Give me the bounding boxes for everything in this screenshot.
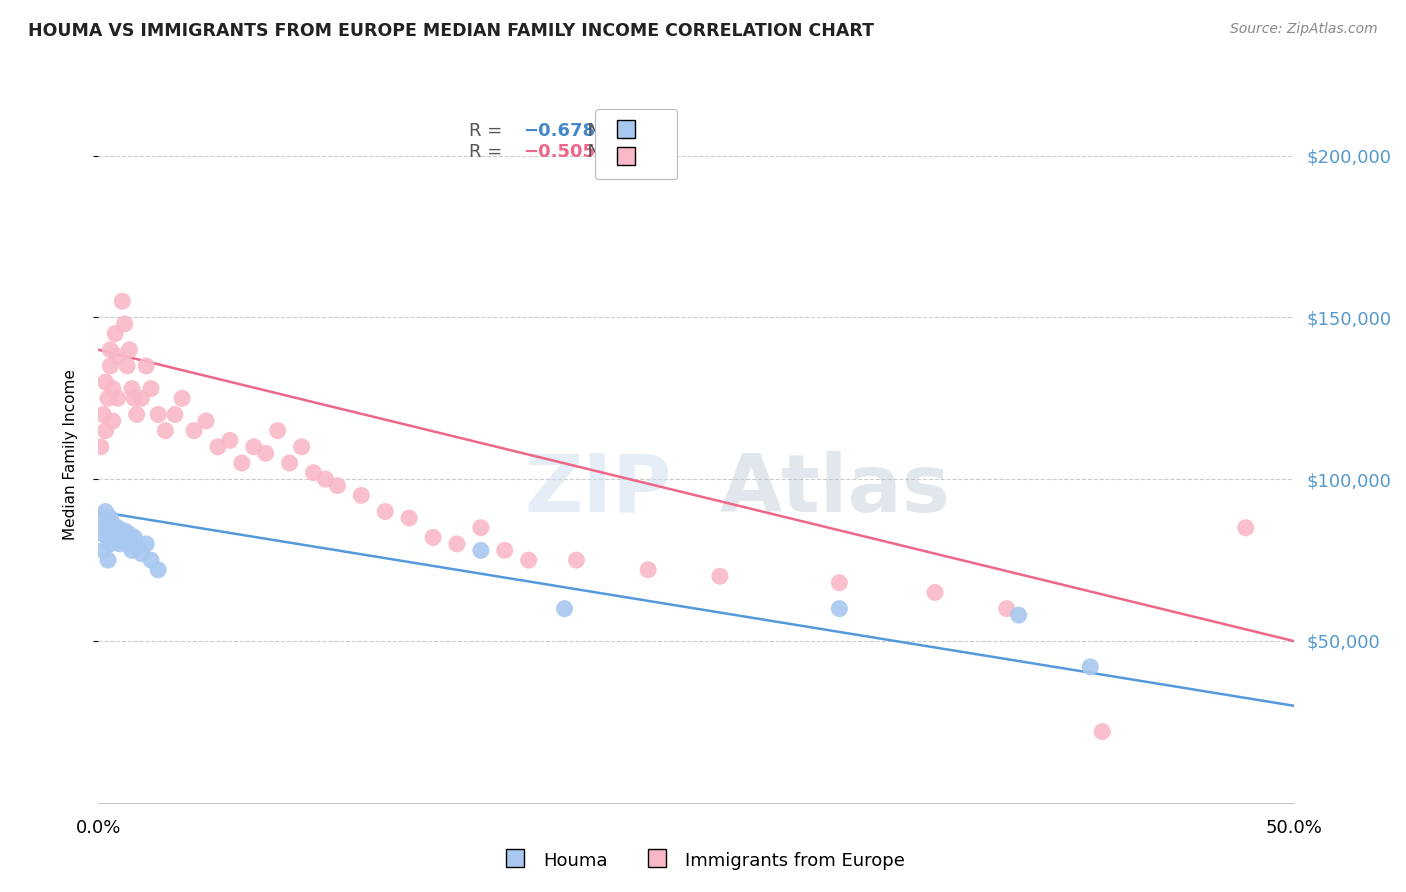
Point (101, 517, 124, 532)
Point (98, 511, 122, 525)
Point (155, 424, 177, 438)
Point (278, 456, 301, 470)
Point (125, 540, 148, 554)
Text: R =: R = (470, 122, 508, 140)
Point (115, 359, 138, 373)
Point (98, 537, 122, 551)
Point (121, 543, 143, 558)
Point (97, 531, 120, 545)
Point (267, 424, 290, 438)
Point (554, 601, 576, 615)
Point (90, 440, 112, 454)
Point (517, 553, 540, 567)
Point (94, 521, 117, 535)
Point (124, 392, 146, 406)
Point (115, 537, 138, 551)
Point (118, 343, 141, 357)
Point (1080, 660, 1102, 674)
Point (254, 446, 277, 460)
Point (91, 527, 114, 541)
Text: −0.678: −0.678 (523, 122, 595, 140)
Point (446, 537, 468, 551)
Point (828, 601, 851, 615)
Point (91, 543, 114, 558)
Text: −0.505: −0.505 (523, 144, 595, 161)
Point (114, 524, 136, 538)
Point (139, 553, 162, 567)
Point (118, 527, 141, 541)
Point (183, 424, 205, 438)
Point (172, 392, 194, 406)
Text: ZIP: ZIP (524, 450, 672, 529)
Text: Atlas: Atlas (720, 450, 950, 529)
Point (101, 382, 124, 396)
Point (94, 424, 117, 438)
Point (97, 392, 120, 406)
Point (111, 294, 134, 309)
Point (131, 547, 153, 561)
Point (101, 414, 124, 428)
Point (107, 349, 129, 363)
Text: R =: R = (470, 144, 508, 161)
Point (350, 488, 373, 502)
Point (104, 527, 127, 541)
Point (828, 575, 851, 590)
Point (1007, 608, 1029, 623)
Point (1234, 521, 1257, 535)
Text: Source: ZipAtlas.com: Source: ZipAtlas.com (1230, 22, 1378, 37)
Point (163, 408, 186, 422)
Point (243, 440, 266, 454)
Point (148, 563, 170, 577)
Point (107, 392, 129, 406)
Point (98, 359, 122, 373)
Y-axis label: Median Family Income: Median Family Income (63, 369, 77, 541)
Point (470, 543, 492, 558)
Text: HOUMA VS IMMIGRANTS FROM EUROPE MEDIAN FAMILY INCOME CORRELATION CHART: HOUMA VS IMMIGRANTS FROM EUROPE MEDIAN F… (28, 22, 875, 40)
Point (108, 537, 131, 551)
Point (135, 537, 157, 551)
Point (124, 531, 146, 545)
Point (219, 434, 242, 448)
Point (565, 553, 588, 567)
Point (470, 521, 492, 535)
Point (326, 478, 349, 492)
Point (90, 511, 112, 525)
Point (374, 504, 396, 518)
Point (924, 585, 946, 599)
Legend:   ,   : , (595, 109, 678, 179)
Point (709, 569, 731, 583)
Point (302, 466, 325, 480)
Point (111, 531, 134, 545)
Point (97, 553, 120, 567)
Point (98, 343, 122, 357)
Point (121, 382, 143, 396)
Text: N =: N = (576, 122, 628, 140)
Text: 29: 29 (619, 122, 644, 140)
Point (94, 504, 117, 518)
Point (231, 456, 253, 470)
Point (315, 472, 337, 486)
Point (114, 317, 136, 331)
Point (148, 408, 170, 422)
Point (94, 375, 117, 389)
Point (125, 408, 148, 422)
Text: 55: 55 (619, 144, 644, 161)
Text: N =: N = (576, 144, 628, 161)
Point (995, 601, 1018, 615)
Point (131, 392, 153, 406)
Point (104, 326, 127, 341)
Point (135, 359, 157, 373)
Point (637, 563, 659, 577)
Point (398, 511, 420, 525)
Point (139, 382, 162, 396)
Point (422, 531, 444, 545)
Point (207, 440, 229, 454)
Point (494, 543, 516, 558)
Point (91, 408, 114, 422)
Point (291, 440, 314, 454)
Legend: Houma, Immigrants from Europe: Houma, Immigrants from Europe (494, 842, 912, 879)
Point (107, 521, 129, 535)
Point (194, 414, 218, 428)
Point (1091, 724, 1114, 739)
